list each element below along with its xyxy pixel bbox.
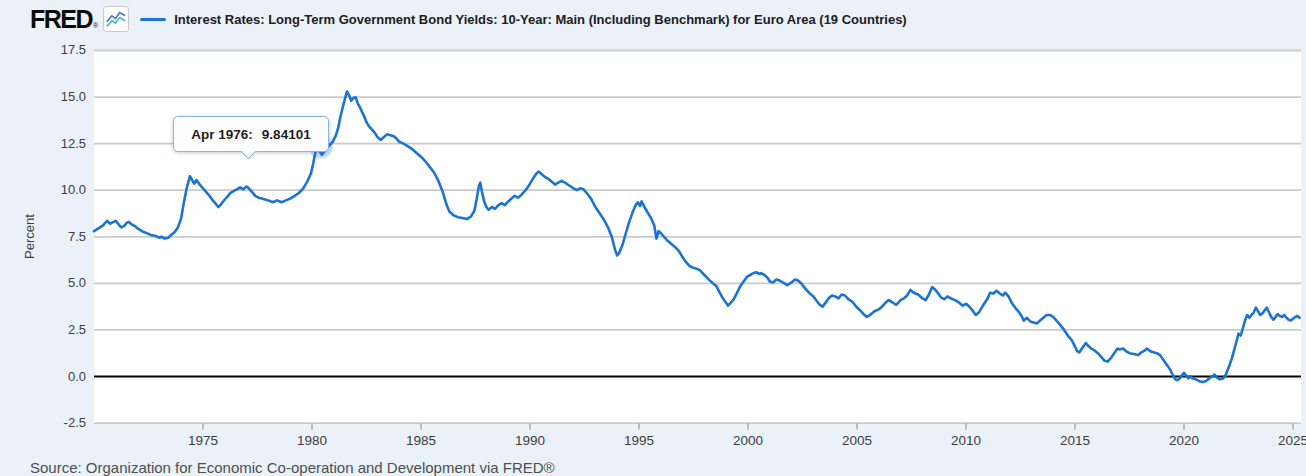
- x-tick-label: 1990: [515, 433, 545, 449]
- x-tick-label: 1980: [297, 433, 327, 449]
- x-tick-label: 1975: [188, 433, 218, 449]
- x-tick-label: 2020: [1169, 433, 1199, 449]
- x-tick-marks: [203, 424, 1293, 430]
- x-tick-label: 1995: [624, 433, 654, 449]
- x-tick-label: 2000: [733, 433, 763, 449]
- fred-logo[interactable]: FRED ®: [30, 6, 98, 32]
- legend-line-swatch: [140, 18, 166, 21]
- y-tick-label: 15.0: [26, 89, 86, 105]
- y-tick-label: -2.5: [26, 415, 86, 431]
- y-tick-label: 2.5: [26, 322, 86, 338]
- x-tick-label: 2005: [842, 433, 872, 449]
- chart-plot-area[interactable]: [0, 0, 1306, 476]
- x-tick-label: 2025: [1278, 433, 1306, 449]
- source-note: Source: Organization for Economic Co-ope…: [30, 459, 555, 476]
- series-title: Interest Rates: Long-Term Government Bon…: [174, 12, 906, 27]
- line-chart-icon: [103, 6, 129, 32]
- y-tick-label: 5.0: [26, 275, 86, 291]
- tooltip: Apr 1976: 9.84101: [173, 116, 329, 152]
- header: FRED ® Interest Rates: Long-Term Governm…: [30, 5, 907, 33]
- registered-trademark-icon: ®: [93, 22, 98, 29]
- x-tick-label: 2015: [1060, 433, 1090, 449]
- y-tick-label: 12.5: [26, 136, 86, 152]
- x-tick-label: 1985: [406, 433, 436, 449]
- tooltip-value: 9.84101: [262, 127, 311, 142]
- y-tick-label: 10.0: [26, 182, 86, 198]
- fred-graph-page: FRED ® Interest Rates: Long-Term Governm…: [0, 0, 1306, 476]
- y-tick-label: 7.5: [26, 229, 86, 245]
- y-tick-label: 17.5: [26, 42, 86, 58]
- fred-logo-text: FRED: [30, 6, 92, 32]
- tooltip-date-label: Apr 1976:: [191, 127, 253, 142]
- y-tick-label: 0.0: [26, 369, 86, 385]
- x-tick-label: 2010: [951, 433, 981, 449]
